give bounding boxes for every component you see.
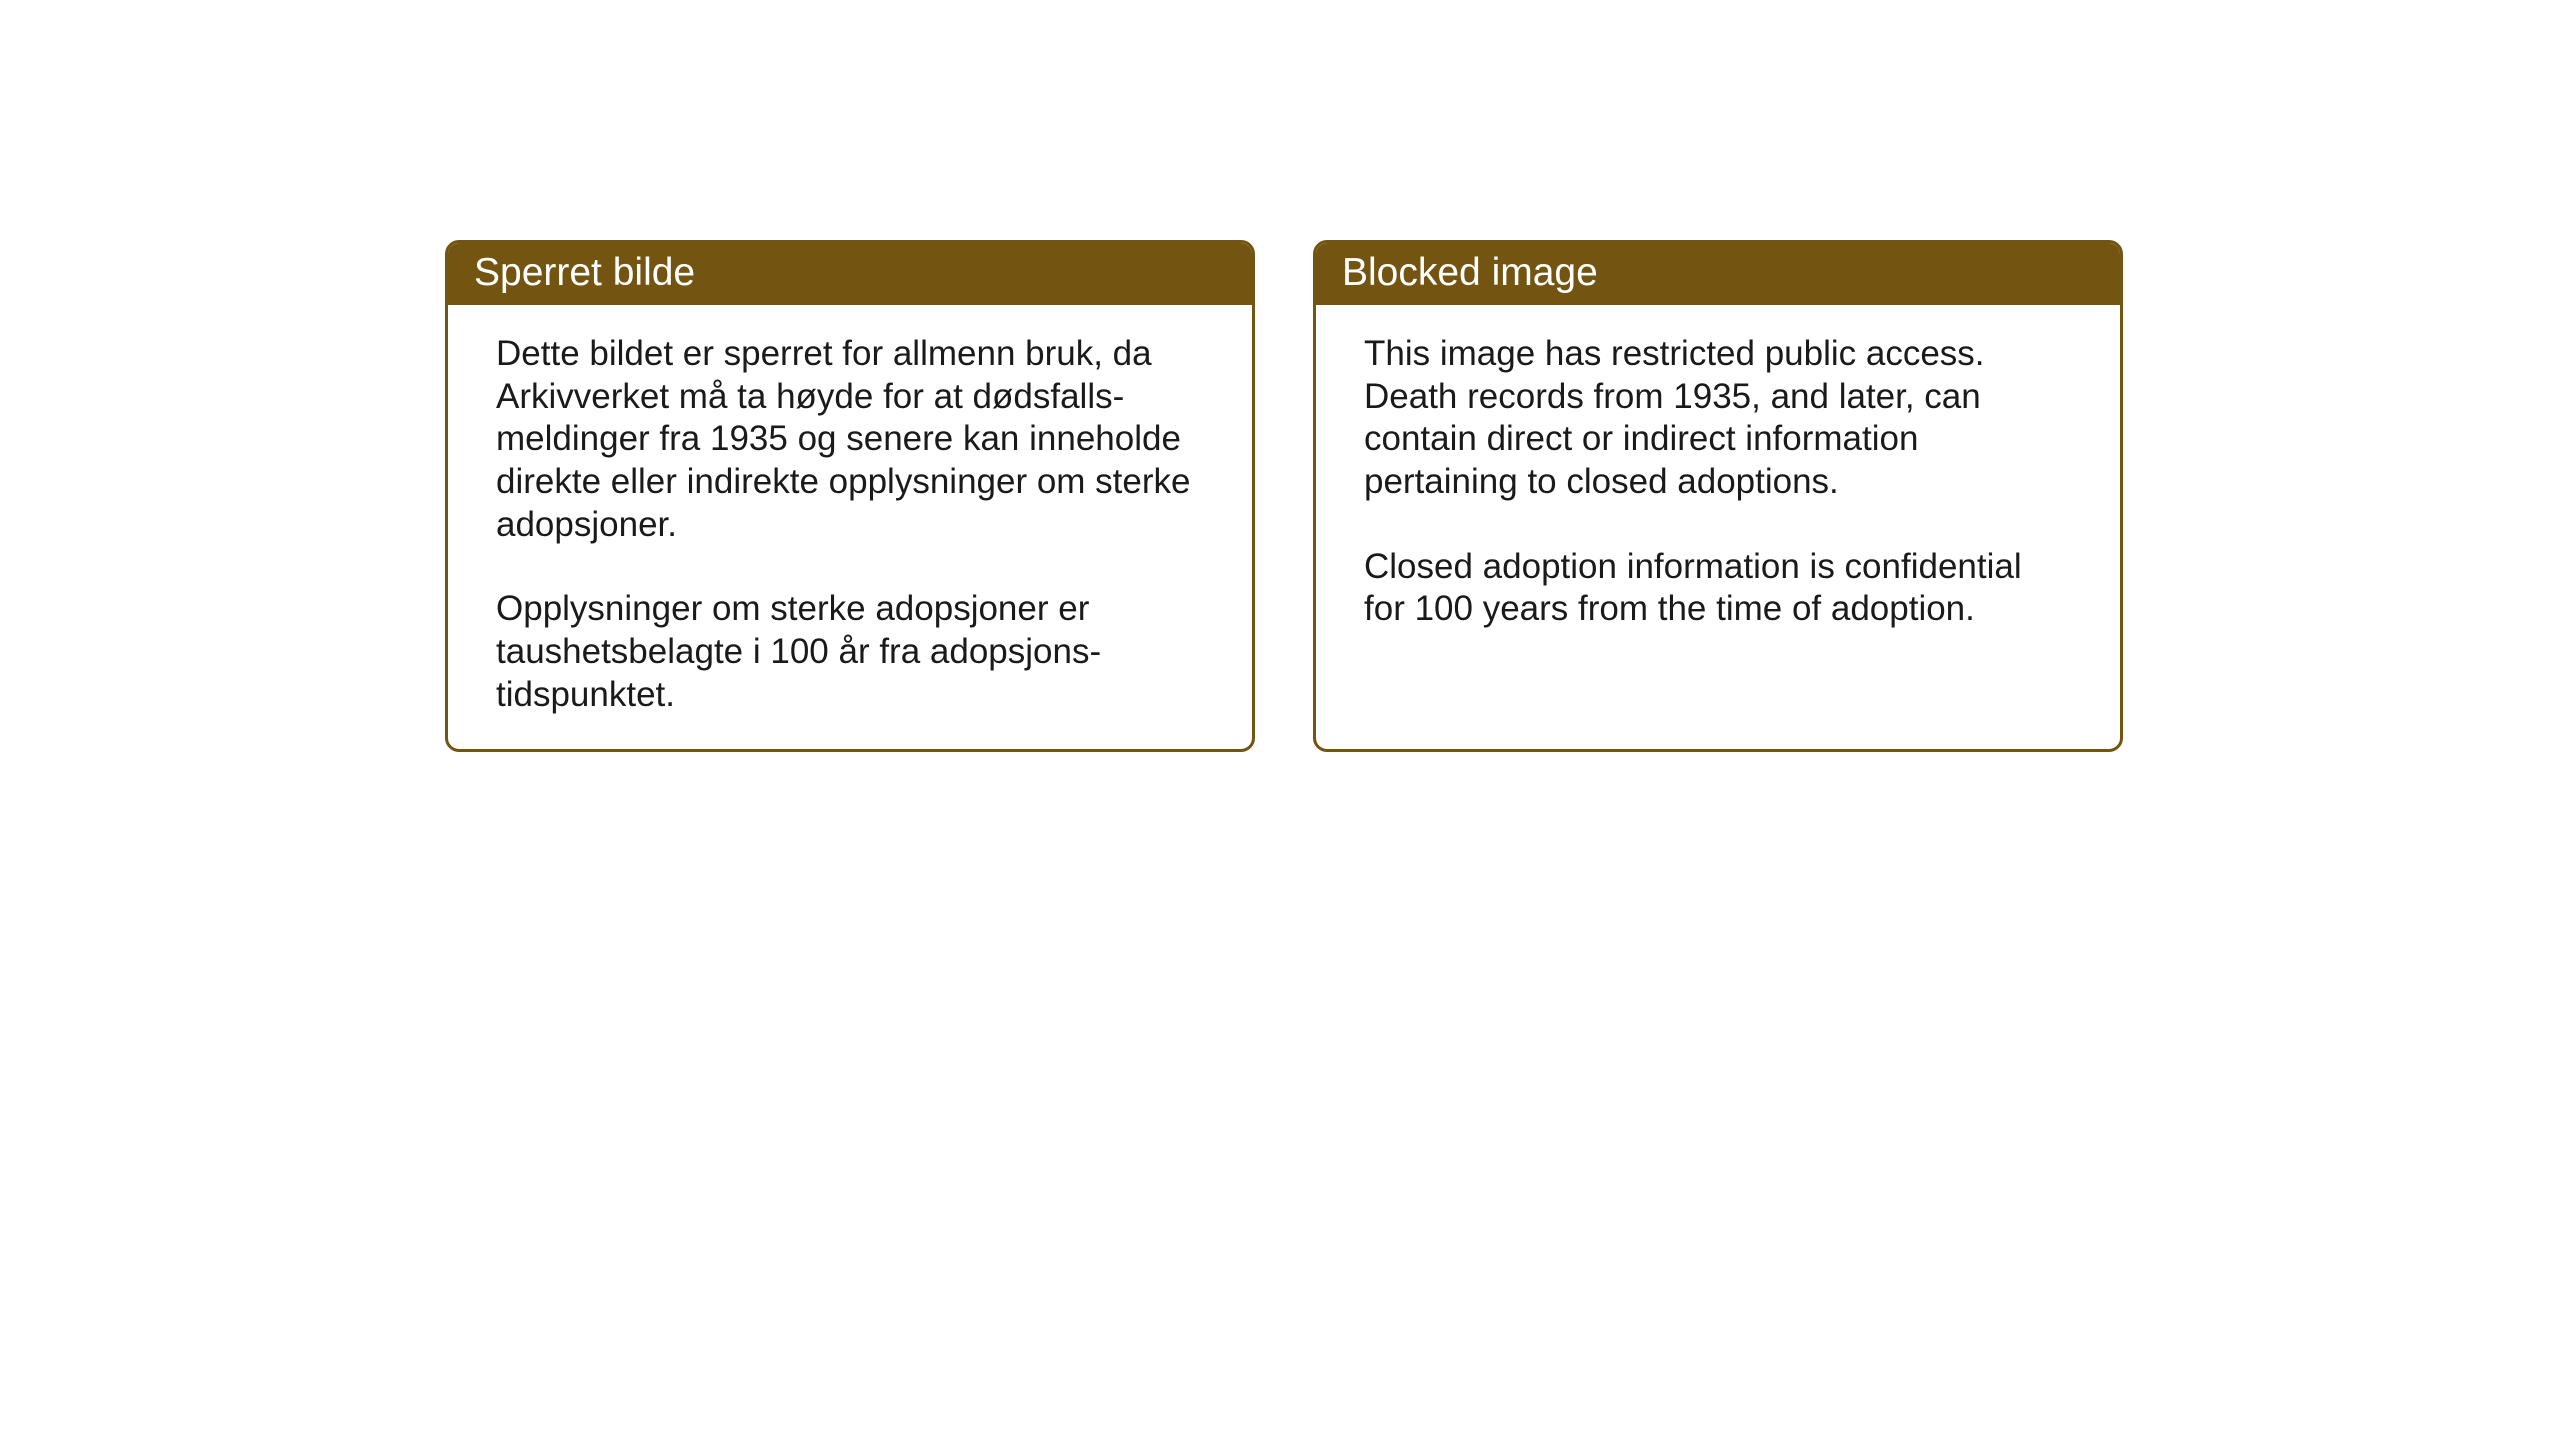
notice-header-english: Blocked image — [1316, 243, 2120, 305]
notice-paragraph-1-english: This image has restricted public access.… — [1364, 333, 2072, 504]
notice-header-norwegian: Sperret bilde — [448, 243, 1252, 305]
notice-container: Sperret bilde Dette bildet er sperret fo… — [445, 240, 2123, 752]
notice-card-norwegian: Sperret bilde Dette bildet er sperret fo… — [445, 240, 1255, 752]
notice-body-norwegian: Dette bildet er sperret for allmenn bruk… — [448, 305, 1252, 749]
notice-card-english: Blocked image This image has restricted … — [1313, 240, 2123, 752]
notice-paragraph-2-english: Closed adoption information is confident… — [1364, 546, 2072, 631]
notice-paragraph-2-norwegian: Opplysninger om sterke adopsjoner er tau… — [496, 588, 1204, 716]
notice-title-english: Blocked image — [1342, 251, 2094, 295]
notice-body-english: This image has restricted public access.… — [1316, 305, 2120, 745]
notice-paragraph-1-norwegian: Dette bildet er sperret for allmenn bruk… — [496, 333, 1204, 546]
notice-title-norwegian: Sperret bilde — [474, 251, 1226, 295]
